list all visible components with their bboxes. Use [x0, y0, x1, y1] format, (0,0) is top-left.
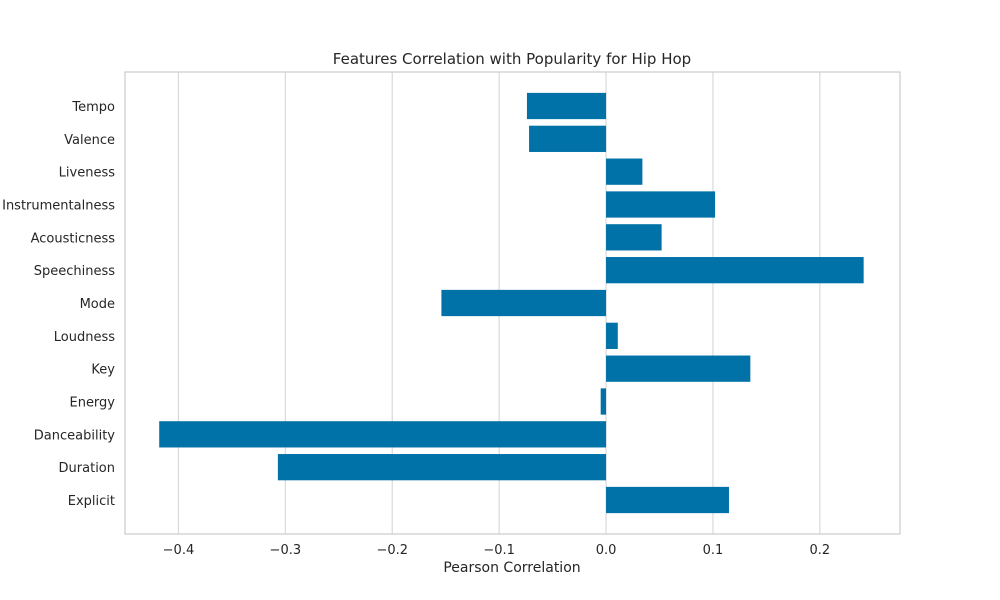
bar-key	[606, 355, 751, 382]
x-axis-label: Pearson Correlation	[443, 560, 580, 576]
bar-speechiness	[606, 257, 864, 284]
chart-title: Features Correlation with Popularity for…	[333, 50, 691, 68]
bar-energy	[600, 388, 607, 415]
plot-frame	[124, 71, 901, 535]
bar-duration	[277, 454, 607, 481]
x-tick-label: −0.4	[163, 543, 195, 558]
x-tick-labels: −0.4 −0.3 −0.2 −0.1 0.0 0.1 0.2	[163, 543, 831, 558]
bar-acousticness	[606, 224, 662, 251]
y-tick-label-loudness: Loudness	[54, 330, 115, 345]
x-tick-label: 0.2	[809, 543, 830, 558]
y-tick-label-valence: Valence	[64, 133, 115, 148]
bar-instrumentalness	[606, 191, 716, 218]
x-tick-label: 0.1	[703, 543, 724, 558]
y-tick-label-energy: Energy	[69, 396, 115, 411]
y-tick-label-speechiness: Speechiness	[34, 264, 116, 279]
x-tick-label: −0.2	[376, 543, 408, 558]
y-tick-label-key: Key	[91, 363, 115, 378]
y-tick-labels: Explicit Duration Danceability Energy Key Lou…	[2, 100, 115, 509]
bars	[159, 92, 864, 514]
y-tick-label-mode: Mode	[80, 297, 115, 312]
x-tick-label: 0.0	[596, 543, 617, 558]
y-tick-label-duration: Duration	[59, 461, 115, 476]
grid-lines	[177, 72, 821, 534]
bar-tempo	[526, 92, 607, 120]
y-tick-label-liveness: Liveness	[59, 166, 116, 181]
bar-valence	[529, 125, 607, 152]
y-tick-label-explicit: Explicit	[68, 494, 115, 509]
bar-loudness	[606, 322, 618, 349]
y-tick-label-instrumentalness: Instrumentalness	[2, 199, 115, 214]
bar-mode	[441, 289, 607, 317]
bar-liveness	[606, 158, 643, 185]
x-tick-label: −0.3	[270, 543, 302, 558]
x-tick-label: −0.1	[483, 543, 515, 558]
y-tick-label-tempo: Tempo	[71, 100, 115, 115]
y-tick-label-danceability: Danceability	[34, 428, 116, 443]
bar-explicit	[606, 486, 729, 514]
y-tick-label-acousticness: Acousticness	[31, 231, 116, 246]
bar-danceability	[159, 421, 607, 448]
